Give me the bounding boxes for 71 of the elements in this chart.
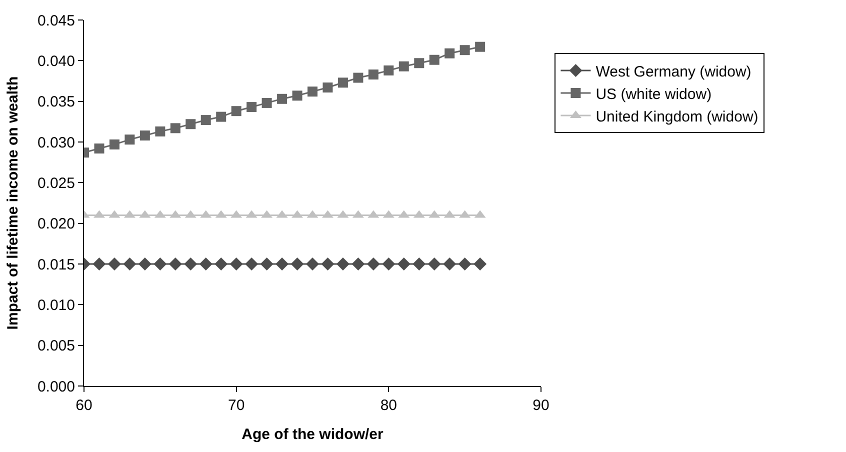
y-tick-label: 0.030 — [37, 134, 75, 152]
point — [460, 45, 470, 56]
point — [246, 102, 257, 112]
point — [276, 258, 289, 270]
x-tick-label: 60 — [76, 397, 92, 414]
point — [336, 258, 350, 270]
point — [262, 98, 272, 108]
point — [292, 90, 302, 101]
point — [290, 258, 304, 270]
point — [414, 58, 424, 68]
point — [170, 123, 180, 134]
point — [444, 48, 455, 58]
point — [260, 258, 274, 270]
point — [382, 258, 396, 270]
point — [321, 258, 334, 270]
point — [109, 139, 120, 150]
y-tick-label: 0.035 — [37, 94, 75, 111]
point — [168, 258, 182, 270]
y-tick-label: 0.005 — [37, 338, 75, 355]
point — [368, 69, 378, 80]
legend-label: United Kingdom (widow) — [596, 108, 758, 126]
point — [458, 258, 472, 270]
point — [384, 65, 394, 76]
point — [306, 258, 319, 270]
point — [338, 78, 348, 88]
point — [214, 258, 228, 270]
point — [140, 130, 150, 140]
point — [216, 112, 226, 122]
point — [186, 119, 196, 130]
y-tick-label: 0.015 — [37, 256, 75, 274]
point — [200, 115, 211, 126]
x-axis-title: Age of the widow/er — [242, 426, 384, 443]
point — [397, 258, 410, 270]
y-tick-label: 0.000 — [37, 378, 75, 396]
x-tick-label: 80 — [380, 397, 398, 414]
x-tick-label: 70 — [228, 397, 245, 414]
point — [92, 258, 106, 270]
point — [245, 258, 258, 270]
legend-label: US (white widow) — [596, 86, 712, 103]
y-tick-label: 0.020 — [37, 216, 75, 233]
y-tick-label: 0.010 — [37, 296, 75, 314]
point — [322, 82, 333, 93]
point — [230, 258, 243, 270]
y-tick-label: 0.025 — [37, 174, 75, 192]
point — [155, 126, 166, 136]
point — [199, 258, 212, 270]
point — [352, 258, 365, 270]
y-tick-label: 0.045 — [37, 12, 75, 30]
point — [138, 258, 152, 270]
point — [474, 258, 487, 270]
point — [124, 134, 135, 145]
point — [108, 258, 121, 270]
point — [231, 106, 242, 116]
point — [366, 258, 380, 270]
point — [428, 258, 441, 270]
point — [123, 258, 136, 270]
point — [277, 94, 288, 104]
point — [412, 258, 426, 270]
point — [353, 72, 364, 83]
y-axis-title: Impact of lifetime income on wealth — [4, 76, 22, 330]
point — [443, 258, 456, 270]
point — [429, 54, 440, 65]
point — [475, 42, 486, 52]
point — [184, 258, 198, 270]
legend-label: West Germany (widow) — [596, 63, 752, 80]
x-tick-label: 90 — [532, 397, 550, 414]
point — [308, 86, 318, 97]
point — [154, 258, 167, 270]
y-tick-label: 0.040 — [37, 52, 75, 70]
point — [398, 61, 409, 72]
point — [94, 144, 104, 154]
